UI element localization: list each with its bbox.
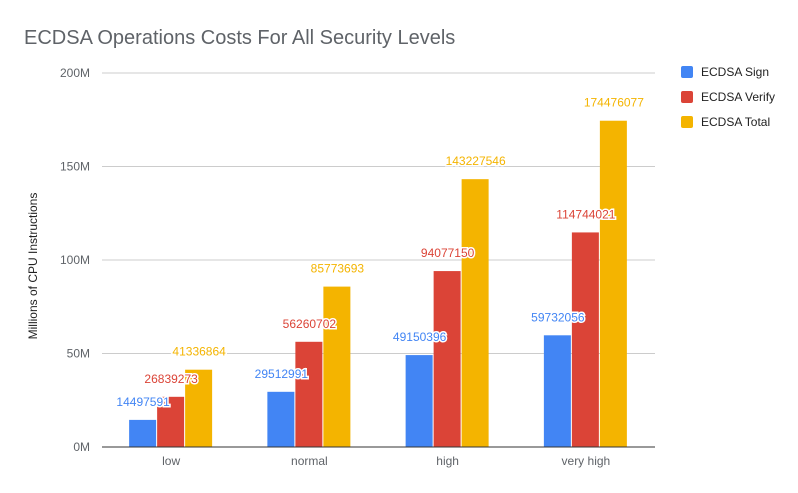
data-label: 49150396 <box>393 330 447 344</box>
legend-entry: ECDSA Sign <box>701 65 769 79</box>
bar-ecdsa-total <box>323 286 351 447</box>
y-tick-label: 100M <box>60 253 90 267</box>
bar-ecdsa-total <box>461 179 489 447</box>
x-tick-label: very high <box>562 454 611 468</box>
bar-ecdsa-verify <box>433 271 461 447</box>
legend: ECDSA Sign ECDSA Verify ECDSA Total <box>681 65 775 129</box>
bar-ecdsa-sign <box>129 419 157 447</box>
x-tick-label: high <box>436 454 459 468</box>
data-label: 94077150 <box>421 246 475 260</box>
bar-ecdsa-sign <box>267 391 295 447</box>
data-label: 29512991 <box>255 367 309 381</box>
y-tick-label: 200M <box>60 66 90 80</box>
legend-entry: ECDSA Verify <box>701 90 775 104</box>
data-label: 41336864 <box>172 345 226 359</box>
y-tick-label: 0M <box>73 440 90 454</box>
y-tick-label: 50M <box>67 347 90 361</box>
legend-swatch <box>681 66 693 78</box>
y-axis-ticks: 0M 50M 100M 150M 200M <box>60 66 90 454</box>
data-label: 114744021 <box>556 207 616 221</box>
bar-ecdsa-sign <box>543 335 571 447</box>
bar-ecdsa-verify <box>571 232 599 447</box>
legend-swatch <box>681 116 693 128</box>
x-tick-label: low <box>162 454 180 468</box>
bar-ecdsa-total <box>185 369 213 447</box>
data-label: 59732056 <box>531 310 585 324</box>
bar-ecdsa-verify <box>295 341 323 447</box>
data-label: 85773693 <box>311 262 365 276</box>
data-label: 143227546 <box>446 154 506 168</box>
legend-entry: ECDSA Total <box>701 115 770 129</box>
x-axis-ticks: low normal high very high <box>162 454 610 468</box>
y-tick-label: 150M <box>60 160 90 174</box>
data-label: 56260702 <box>283 317 337 331</box>
y-axis-label: Millions of CPU Instructions <box>26 193 40 340</box>
x-tick-label: normal <box>291 454 328 468</box>
legend-swatch <box>681 91 693 103</box>
data-label: 174476077 <box>584 96 644 110</box>
data-label: 14497591 <box>116 395 170 409</box>
bar-ecdsa-total <box>599 120 627 447</box>
chart-title: ECDSA Operations Costs For All Security … <box>24 27 455 49</box>
bars <box>129 120 627 447</box>
data-labels: 14497591 26839273 41336864 29512991 56260702… <box>115 94 646 410</box>
bar-ecdsa-verify <box>157 396 185 447</box>
bar-ecdsa-sign <box>405 355 433 447</box>
data-label: 26839273 <box>144 372 198 386</box>
